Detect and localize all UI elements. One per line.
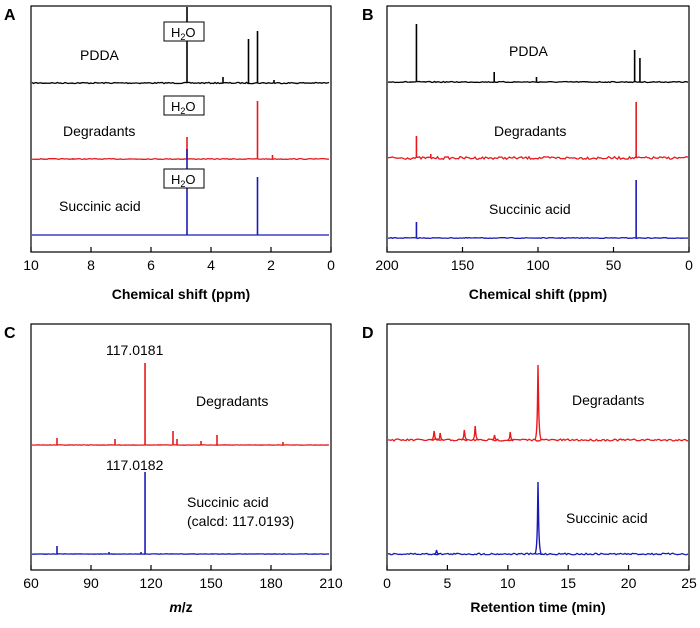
series-succinic-acid [32, 149, 329, 236]
series-label-pdda: PDDA [509, 43, 549, 59]
x-axis-label: m/z [169, 599, 192, 615]
peak [461, 429, 468, 441]
series-label-succinic-acid: Succinic acid [566, 510, 648, 526]
panel-b: B 200 150 100 50 0 PDDA Degradants Succinic … [362, 5, 693, 302]
panel-a-ticks: 10 8 6 4 2 0 [23, 247, 335, 273]
baseline [387, 155, 689, 161]
x-tick-label: 20 [621, 575, 637, 591]
svg-text:H2O: H2O [171, 99, 196, 116]
x-tick-label: 10 [23, 257, 39, 273]
panel-a-frame [30, 5, 332, 253]
series-label-degradants: Degradants [572, 392, 644, 408]
x-tick-label: 2 [267, 257, 275, 273]
series-succinic-acid [388, 481, 689, 556]
h2o-label: H2O [163, 168, 205, 189]
x-tick-label: 90 [83, 575, 99, 591]
x-tick-label: 100 [526, 257, 550, 273]
x-tick-label: 25 [681, 575, 697, 591]
x-tick-label: 120 [139, 575, 163, 591]
peak [534, 481, 543, 555]
x-tick-label: 150 [199, 575, 223, 591]
x-tick-label: 15 [560, 575, 576, 591]
x-tick-label: 10 [500, 575, 516, 591]
series-label-degradants: Degradants [196, 393, 268, 409]
panel-a-traces [31, 7, 330, 236]
panel-d-ticks: 0 5 10 15 20 25 [383, 565, 697, 591]
peak [430, 430, 438, 441]
panel-a: A 10 8 6 4 2 0 H2O H2O H2O PDDA Degradants Su… [4, 5, 335, 302]
h2o-label: H2O [163, 95, 205, 116]
panel-c-traces [31, 363, 330, 555]
series-degradants [387, 364, 689, 442]
peak [437, 432, 444, 441]
panel-c-letter: C [4, 325, 16, 342]
x-tick-label: 210 [319, 575, 343, 591]
peak [471, 425, 479, 441]
series-label-pdda: PDDA [80, 47, 120, 63]
x-tick-label: 0 [685, 257, 693, 273]
series-label-succinic-acid: Succinic acid [59, 198, 141, 214]
x-tick-label: 6 [147, 257, 155, 273]
peak [433, 549, 440, 555]
x-tick-label: 8 [87, 257, 95, 273]
panel-c: C 60 90 120 150 180 210 117.0181 117.0182 Deg… [4, 323, 343, 615]
panel-a-letter: A [4, 7, 16, 24]
series-label-degradants: Degradants [63, 123, 135, 139]
x-tick-label: 50 [606, 257, 622, 273]
x-axis-label: Retention time (min) [470, 599, 605, 615]
panel-d-traces [387, 364, 689, 556]
series-succinic-acid [31, 472, 330, 555]
panel-b-traces [387, 24, 689, 240]
peak-label-degradants: 117.0181 [106, 342, 164, 358]
panel-b-ticks: 200 150 100 50 0 [375, 247, 693, 273]
peak [507, 431, 514, 441]
x-axis-label: Chemical shift (ppm) [112, 286, 250, 302]
svg-text:H2O: H2O [171, 25, 196, 42]
x-tick-label: 180 [259, 575, 283, 591]
x-tick-label: 60 [23, 575, 39, 591]
peak [534, 364, 543, 441]
panel-c-frame [30, 323, 332, 571]
series-pdda [387, 24, 689, 84]
panel-d-frame [386, 323, 690, 571]
peak [491, 434, 498, 441]
baseline [388, 552, 689, 556]
calcd-label: (calcd: 117.0193) [187, 513, 294, 529]
panel-d-letter: D [362, 325, 374, 342]
baseline [387, 236, 689, 240]
series-succinic-acid [387, 180, 689, 240]
x-tick-label: 150 [451, 257, 475, 273]
x-tick-label: 0 [383, 575, 391, 591]
peak-label-succinic-acid: 117.0182 [106, 457, 164, 473]
series-label-succinic-acid: Succinic acid [489, 201, 571, 217]
series-degradants [31, 363, 330, 446]
x-tick-label: 200 [375, 257, 399, 273]
series-degradants [31, 101, 330, 161]
baseline [31, 81, 330, 85]
panel-b-letter: B [362, 7, 374, 24]
x-tick-label: 0 [327, 257, 335, 273]
h2o-label: H2O [163, 21, 205, 42]
series-pdda [31, 7, 330, 85]
baseline [31, 157, 330, 161]
panel-d: D 0 5 10 15 20 25 Degradants Succinic acid Re… [362, 323, 697, 615]
series-label-degradants: Degradants [494, 123, 566, 139]
svg-text:H2O: H2O [171, 172, 196, 189]
series-label-succinic-acid: Succinic acid [187, 494, 269, 510]
panel-c-ticks: 60 90 120 150 180 210 [23, 565, 343, 591]
x-axis-label: Chemical shift (ppm) [469, 286, 607, 302]
x-tick-label: 5 [444, 575, 452, 591]
x-tick-label: 4 [207, 257, 215, 273]
series-degradants [387, 102, 689, 161]
panel-a-annotations: H2O H2O H2O [163, 21, 205, 189]
baseline [387, 80, 689, 84]
